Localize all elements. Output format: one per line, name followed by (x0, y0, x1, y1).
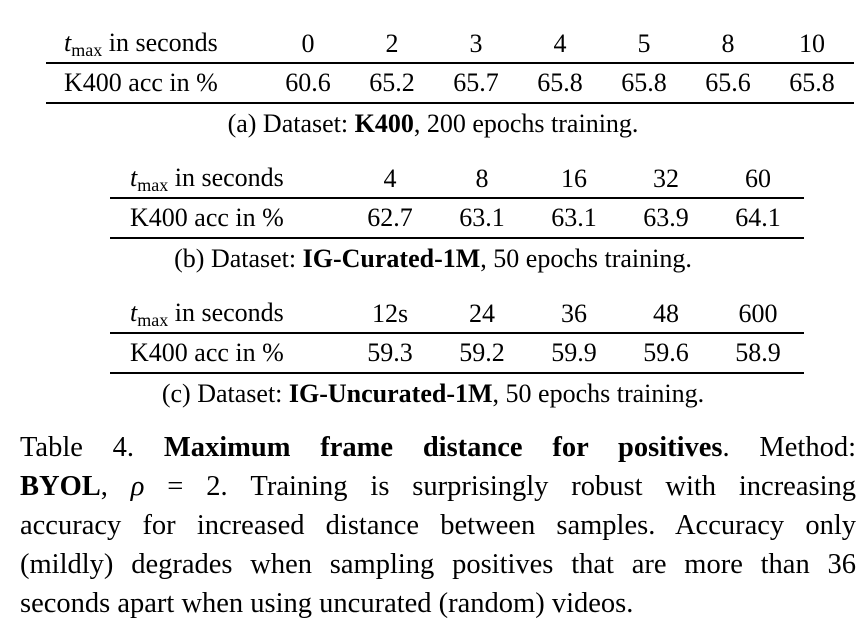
column-header: 8 (686, 26, 770, 64)
table-cell: 65.7 (434, 63, 518, 104)
column-header: 16 (528, 161, 620, 199)
table-value-row: K400 acc in % 60.6 65.2 65.7 65.8 65.8 6… (46, 63, 854, 104)
header-label: tmax in seconds (46, 26, 266, 64)
column-header: 3 (434, 26, 518, 64)
table-ig-uncurated: tmax in seconds 12s 24 36 48 600 K400 ac… (110, 296, 804, 374)
caption-title: Maximum frame distance for positives (163, 432, 723, 463)
row-label: K400 acc in % (110, 198, 344, 239)
table-header-row: tmax in seconds 0 2 3 4 5 8 10 (46, 26, 854, 64)
table-ig-curated: tmax in seconds 4 8 16 32 60 K400 acc in… (110, 161, 804, 239)
column-header: 4 (518, 26, 602, 64)
column-header: 4 (344, 161, 436, 199)
subtable-b: tmax in seconds 4 8 16 32 60 K400 acc in… (0, 161, 866, 239)
table-cell: 63.9 (620, 198, 712, 239)
table-cell: 59.2 (436, 333, 528, 374)
subtable-caption-b: (b) Dataset: IG-Curated-1M, 50 epochs tr… (174, 244, 692, 273)
table-cell: 63.1 (436, 198, 528, 239)
caption-line: accuracy for increased distance between … (20, 510, 856, 541)
column-header: 10 (770, 26, 854, 64)
rho-symbol: ρ (130, 471, 145, 502)
method-label: Method: (759, 432, 856, 463)
subtable-caption-c: (c) Dataset: IG-Uncurated-1M, 50 epochs … (161, 379, 705, 408)
table-cell: 65.8 (518, 63, 602, 104)
column-header: 5 (602, 26, 686, 64)
table-cell: 59.9 (528, 333, 620, 374)
row-label: K400 acc in % (110, 333, 344, 374)
table-value-row: K400 acc in % 59.3 59.2 59.9 59.6 58.9 (110, 333, 804, 374)
column-header: 60 (712, 161, 804, 199)
table-cell: 65.2 (350, 63, 434, 104)
column-header: 2 (350, 26, 434, 64)
subtable-c: tmax in seconds 12s 24 36 48 600 K400 ac… (0, 296, 866, 374)
table-cell: 59.3 (344, 333, 436, 374)
table-cell: 65.6 (686, 63, 770, 104)
caption-line: BYOL, ρ = 2. Training is surprisingly ro… (20, 471, 856, 502)
table-number: Table 4. (20, 432, 164, 463)
table-caption: Table 4. Maximum frame distance for posi… (20, 428, 856, 623)
caption-line: Table 4. Maximum frame distance for posi… (20, 432, 856, 463)
table-header-row: tmax in seconds 4 8 16 32 60 (110, 161, 804, 199)
caption-line: seconds apart when using uncurated (rand… (20, 588, 634, 619)
table-cell: 65.8 (602, 63, 686, 104)
table-cell: 59.6 (620, 333, 712, 374)
column-header: 32 (620, 161, 712, 199)
table-cell: 63.1 (528, 198, 620, 239)
column-header: 12s (344, 296, 436, 334)
column-header: 36 (528, 296, 620, 334)
table-cell: 65.8 (770, 63, 854, 104)
column-header: 8 (436, 161, 528, 199)
column-header: 24 (436, 296, 528, 334)
table-k400: tmax in seconds 0 2 3 4 5 8 10 K400 acc … (46, 26, 854, 104)
table-cell: 60.6 (266, 63, 350, 104)
row-label: K400 acc in % (46, 63, 266, 104)
table-header-row: tmax in seconds 12s 24 36 48 600 (110, 296, 804, 334)
method-name: BYOL (20, 471, 101, 502)
caption-line: (mildly) degrades when sampling positive… (20, 549, 856, 580)
table-cell: 58.9 (712, 333, 804, 374)
subtable-a: tmax in seconds 0 2 3 4 5 8 10 K400 acc … (0, 26, 866, 104)
header-label: tmax in seconds (110, 161, 344, 199)
table-cell: 64.1 (712, 198, 804, 239)
column-header: 0 (266, 26, 350, 64)
table-value-row: K400 acc in % 62.7 63.1 63.1 63.9 64.1 (110, 198, 804, 239)
column-header: 600 (712, 296, 804, 334)
table-cell: 62.7 (344, 198, 436, 239)
header-label: tmax in seconds (110, 296, 344, 334)
column-header: 48 (620, 296, 712, 334)
subtable-caption-a: (a) Dataset: K400, 200 epochs training. (227, 109, 639, 138)
